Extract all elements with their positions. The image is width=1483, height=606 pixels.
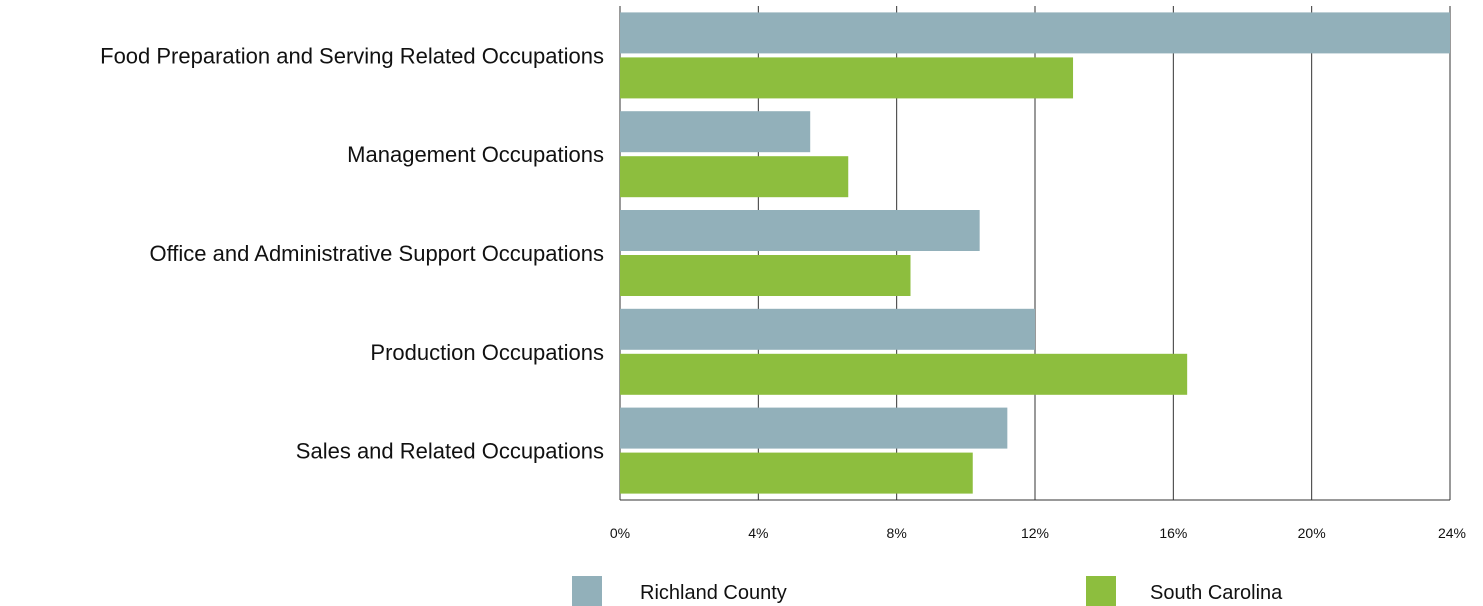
x-tick-label-1: 4% [748,525,768,541]
bars [620,12,1450,494]
x-axis-tick-labels: 0% 4% 8% 12% 16% 20% 24% [610,525,1466,541]
x-tick-label-6: 24% [1438,525,1466,541]
category-label-0: Food Preparation and Serving Related Occ… [100,43,604,68]
legend-swatch-1 [572,576,602,606]
x-tick-label-3: 12% [1021,525,1049,541]
legend-label-1: Richland County [640,582,787,604]
x-tick-label-5: 20% [1298,525,1326,541]
bar-series2-2 [620,255,911,296]
bar-series1-4 [620,407,1008,449]
bar-series1-1 [620,111,811,153]
bar-series2-0 [620,57,1074,99]
bar-series1-2 [620,210,980,251]
category-labels: Food Preparation and Serving Related Occ… [100,43,604,463]
bar-series2-3 [620,353,1188,395]
legend-swatch-2 [1086,576,1116,606]
x-tick-label-0: 0% [610,525,630,541]
legend: Richland County South Carolina [572,576,1283,606]
category-label-3: Production Occupations [370,340,604,365]
bar-series1-3 [620,308,1035,350]
bar-series2-4 [620,452,973,494]
bar-series1-0 [620,12,1450,54]
bar-series2-1 [620,156,849,198]
category-label-2: Office and Administrative Support Occupa… [149,241,604,266]
category-label-4: Sales and Related Occupations [296,439,604,464]
x-tick-label-4: 16% [1159,525,1187,541]
category-label-1: Management Occupations [347,142,604,167]
legend-label-2: South Carolina [1150,582,1283,604]
x-tick-label-2: 8% [887,525,907,541]
